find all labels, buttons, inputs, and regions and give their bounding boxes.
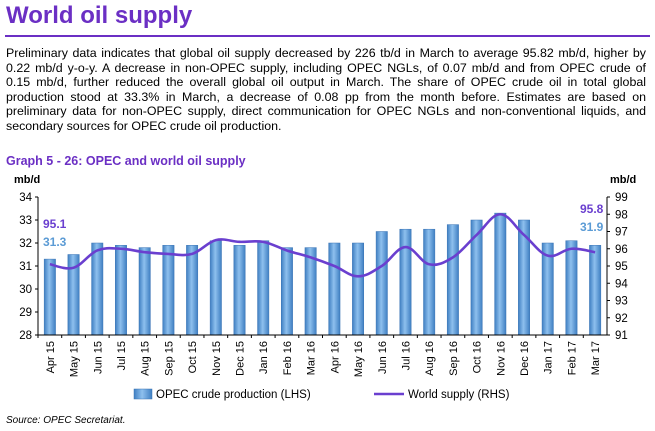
bar-opec-crude-5 [162, 245, 175, 336]
x-axis-tick-label: Mar 16 [306, 341, 318, 375]
x-axis-tick-label: Jan 17 [543, 341, 555, 374]
x-axis-tick-label: Mar 17 [590, 341, 602, 375]
x-axis-tick-label: Aug 15 [140, 341, 152, 376]
x-axis-tick-label: Jul 16 [400, 341, 412, 370]
x-axis-tick-label: Jul 15 [116, 341, 128, 370]
bar-opec-crude-0 [43, 258, 56, 336]
x-axis-tick-label: Apr 15 [45, 341, 57, 373]
x-axis-tick-label: Aug 16 [424, 341, 436, 376]
annotation-world-mar17: 95.8 [580, 202, 604, 216]
bar-opec-crude-15 [399, 228, 412, 336]
bar-opec-crude-9 [257, 240, 270, 336]
left-axis-tick-label: 32 [19, 238, 32, 250]
bar-opec-crude-4 [138, 247, 151, 336]
bar-opec-crude-13 [352, 242, 365, 336]
bar-opec-crude-19 [494, 212, 507, 336]
legend-label-world-supply: World supply (RHS) [408, 389, 510, 401]
left-axis-tick-label: 33 [19, 215, 32, 227]
bar-opec-crude-23 [589, 245, 602, 336]
left-axis-tick-label: 28 [19, 330, 32, 342]
bar-opec-crude-14 [375, 231, 388, 336]
x-axis-tick-label: Jun 16 [377, 341, 389, 374]
x-axis-tick-label: Apr 16 [329, 341, 341, 373]
x-axis-tick-label: Dec 16 [519, 341, 531, 376]
bar-opec-crude-10 [280, 247, 293, 336]
right-axis-tick-label: 97 [615, 227, 628, 239]
bar-opec-crude-17 [446, 224, 459, 336]
x-axis-tick-label: Feb 17 [566, 341, 578, 375]
x-axis-tick-label: May 16 [353, 341, 365, 377]
x-axis-tick-label: May 15 [69, 341, 81, 377]
right-axis-tick-label: 91 [615, 330, 628, 342]
x-axis-tick-label: Sep 15 [163, 341, 175, 376]
bar-opec-crude-12 [328, 242, 341, 336]
annotation-world-apr15: 95.1 [43, 217, 67, 231]
x-axis-tick-label: Oct 15 [187, 341, 199, 373]
x-axis-tick-label: Jun 15 [92, 341, 104, 374]
left-axis-tick-label: 29 [19, 307, 32, 319]
x-axis-tick-label: Sep 16 [448, 341, 460, 376]
bar-opec-crude-16 [423, 228, 436, 336]
body-paragraph: Preliminary data indicates that global o… [6, 46, 646, 133]
x-axis-tick-label: Oct 16 [472, 341, 484, 373]
legend-swatch-opec-crude [133, 388, 153, 400]
bar-opec-crude-11 [304, 247, 317, 336]
x-axis-tick-label: Jan 16 [258, 341, 270, 374]
x-axis-tick-label: Nov 16 [495, 341, 507, 376]
bar-opec-crude-3 [115, 245, 127, 336]
right-axis-tick-label: 94 [615, 278, 628, 290]
title-divider [5, 35, 650, 37]
right-axis-tick-label: 95 [615, 261, 628, 273]
left-axis-unit-label: mb/d [14, 174, 40, 186]
bar-opec-crude-2 [91, 242, 104, 336]
right-axis-unit-label: mb/d [610, 174, 636, 186]
right-axis-tick-label: 92 [615, 313, 628, 325]
source-note: Source: OPEC Secretariat. [6, 415, 126, 426]
bar-opec-crude-7 [209, 240, 222, 336]
bar-opec-crude-6 [186, 245, 199, 336]
x-axis-tick-label: Dec 15 [235, 341, 247, 376]
x-axis-tick-label: Feb 16 [282, 341, 294, 375]
annotation-opec-mar17: 31.9 [580, 220, 604, 234]
page-title: World oil supply [6, 2, 193, 29]
bar-opec-crude-22 [565, 240, 578, 336]
legend-label-opec-crude: OPEC crude production (LHS) [156, 389, 311, 401]
right-axis-tick-label: 93 [615, 296, 628, 308]
left-axis-tick-label: 34 [19, 192, 32, 204]
world-supply-line [49, 212, 596, 278]
graph-title: Graph 5 - 26: OPEC and world oil supply [6, 154, 246, 168]
left-axis-tick-label: 31 [19, 261, 32, 273]
bar-opec-crude-8 [233, 245, 246, 336]
left-axis-tick-label: 30 [19, 284, 32, 296]
x-axis-tick-label: Nov 15 [211, 341, 223, 376]
right-axis-tick-label: 98 [615, 209, 628, 221]
annotation-opec-apr15: 31.3 [43, 235, 67, 249]
right-axis-tick-label: 99 [615, 192, 628, 204]
right-axis-tick-label: 96 [615, 244, 628, 256]
